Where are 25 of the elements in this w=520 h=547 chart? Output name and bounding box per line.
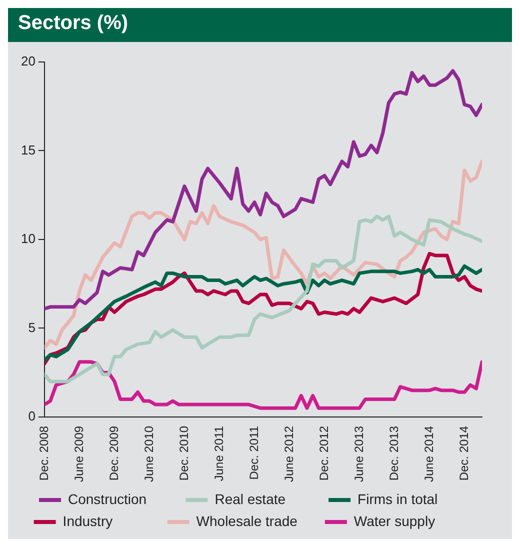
x-tick-label: Dec. 2013 (386, 426, 401, 481)
y-tick-label: 0 (28, 408, 36, 424)
legend-label: Wholesale trade (196, 512, 317, 529)
legend-label: Real estate (214, 490, 321, 507)
x-tick-label: June 2014 (422, 426, 436, 482)
x-tick-label: Dec. 2009 (106, 426, 121, 481)
chart-title: Sectors (%) (8, 8, 512, 42)
x-tick-label: Dec. 2011 (246, 426, 261, 480)
x-tick-label: Dec. 2014 (456, 426, 471, 481)
x-tick-label: Dec. 2008 (36, 426, 51, 481)
x-tick-label: Dec. 2010 (176, 426, 191, 481)
x-tick-label: June 2013 (352, 426, 366, 482)
legend-label: Firms in total (358, 490, 462, 507)
x-tick-label: June 2012 (282, 426, 296, 482)
y-tick-label: 5 (28, 320, 36, 335)
x-tick-label: June 2010 (142, 426, 156, 482)
y-tick-label: 10 (20, 231, 36, 246)
x-tick-label: June 2009 (72, 426, 86, 482)
y-tick-label: 15 (20, 142, 36, 158)
legend-label: Industry (62, 512, 160, 529)
legend-label: Construction (68, 490, 178, 507)
legend-label: Water supply (354, 512, 466, 529)
y-tick-label: 20 (20, 54, 36, 69)
x-tick-label: Dec. 2012 (316, 426, 331, 481)
x-tick-label: June 2011 (212, 426, 226, 482)
